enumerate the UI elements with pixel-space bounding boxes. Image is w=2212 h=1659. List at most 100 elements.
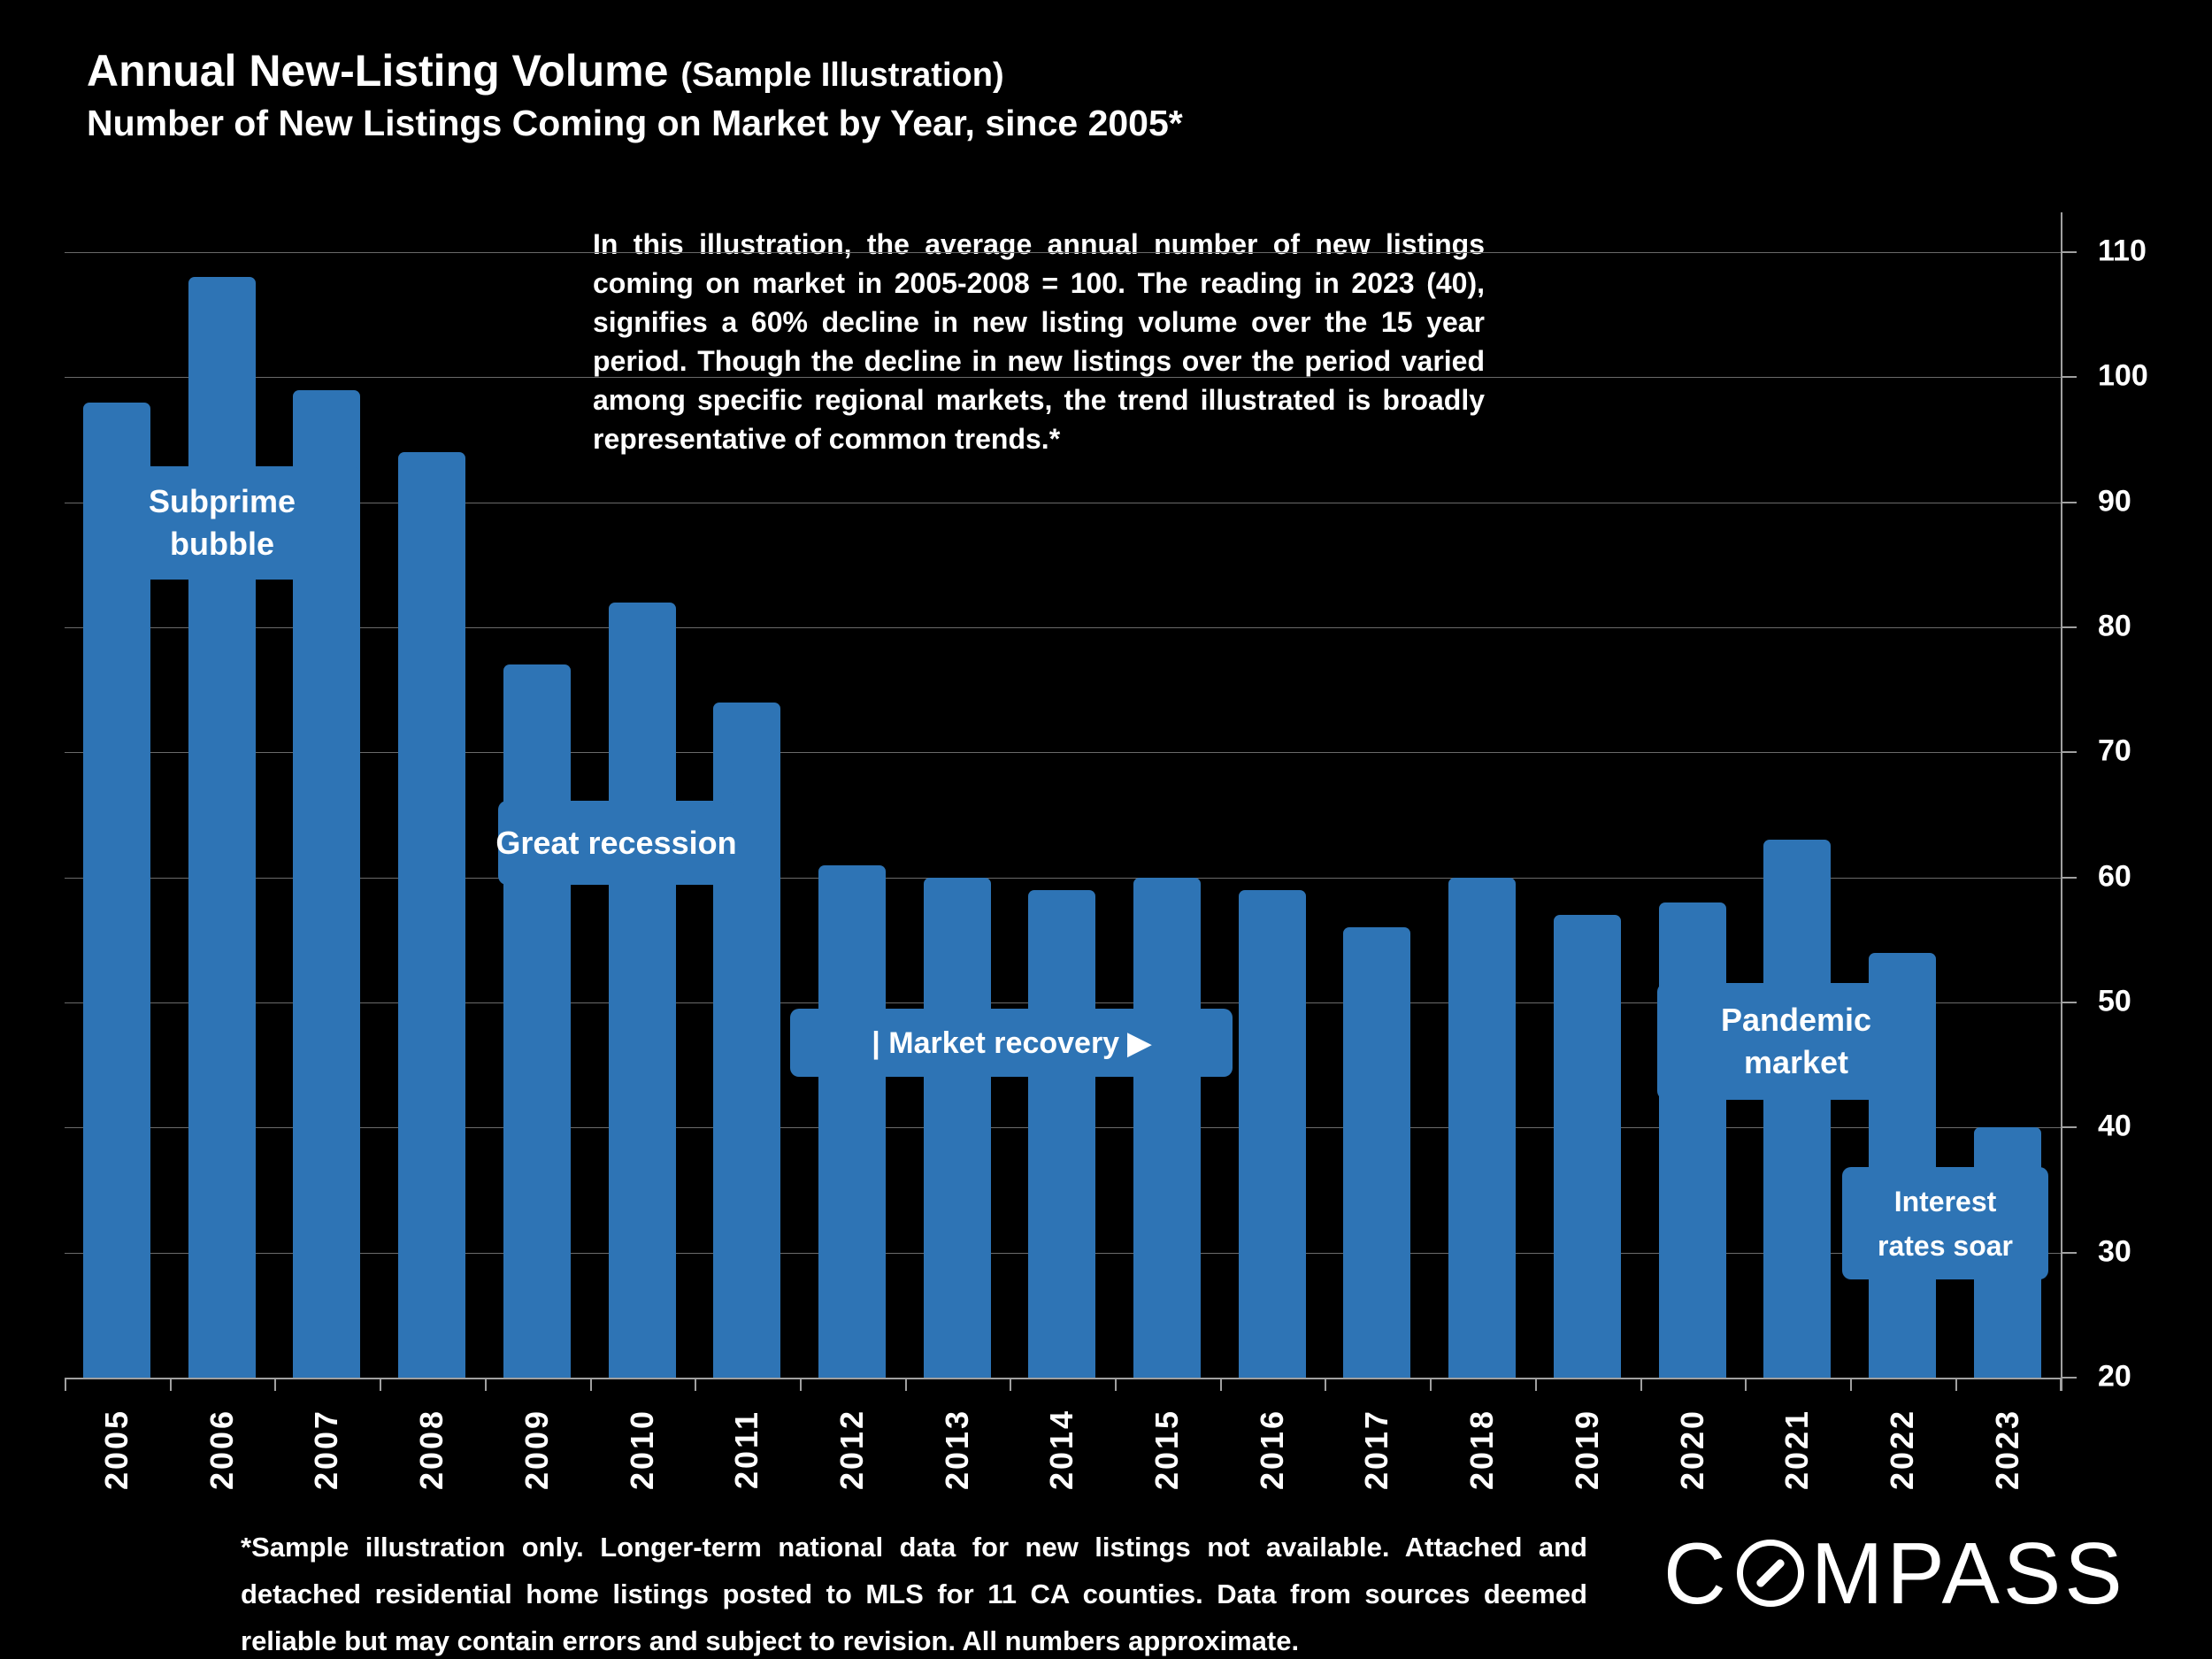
y-tick-110 [2061, 251, 2077, 254]
x-axis-label-2010: 2010 [623, 1408, 660, 1491]
x-axis-label-2011: 2011 [728, 1409, 765, 1490]
x-axis-label-2013: 2013 [938, 1408, 975, 1491]
logo-letters: MPASS [1810, 1525, 2126, 1622]
x-axis-label-2023: 2023 [1988, 1408, 2025, 1491]
annotation-text-interest: rates soar [1878, 1229, 2013, 1262]
y-axis-label-100: 100 [2098, 359, 2148, 394]
bar-2014 [1028, 889, 1096, 1378]
x-tick-10 [1115, 1378, 1117, 1391]
bar-2012 [818, 864, 886, 1378]
x-tick-12 [1325, 1378, 1327, 1391]
compass-needle-icon [1755, 1557, 1786, 1589]
x-tick-13 [1430, 1378, 1432, 1391]
x-tick-9 [1010, 1378, 1012, 1391]
annotation-text-pandemic: Pandemic [1720, 1002, 1872, 1038]
x-axis-label-2022: 2022 [1883, 1408, 1920, 1491]
y-tick-30 [2061, 1251, 2077, 1254]
x-axis-label-2020: 2020 [1673, 1408, 1710, 1491]
x-tick-0 [65, 1378, 66, 1391]
gridline-100 [65, 377, 2061, 379]
gridline-60 [65, 877, 2061, 879]
bar-2008 [398, 452, 466, 1378]
y-tick-20 [2061, 1377, 2077, 1379]
x-axis-label-2012: 2012 [833, 1408, 870, 1491]
title-main: Annual New-Listing Volume [87, 46, 669, 96]
x-axis-label-2016: 2016 [1253, 1408, 1290, 1491]
y-tick-90 [2061, 501, 2077, 503]
y-axis-label-30: 30 [2098, 1234, 2131, 1269]
x-tick-7 [799, 1378, 802, 1391]
y-axis-label-90: 90 [2098, 484, 2131, 518]
y-axis-label-70: 70 [2098, 734, 2131, 769]
y-tick-100 [2061, 376, 2077, 379]
y-axis-label-50: 50 [2098, 984, 2131, 1018]
title-note: (Sample Illustration) [680, 57, 1004, 94]
x-tick-19 [2060, 1378, 2062, 1391]
y-tick-60 [2061, 876, 2077, 879]
page-title: Annual New-Listing Volume (Sample Illust… [87, 46, 1183, 97]
y-axis-line [2061, 212, 2062, 1391]
x-axis-label-2019: 2019 [1568, 1408, 1605, 1491]
bar-2016 [1238, 889, 1306, 1378]
page-subtitle: Number of New Listings Coming on Market … [87, 102, 1183, 143]
x-axis-line [65, 1378, 2062, 1379]
annotation-text-pandemic: market [1743, 1044, 1849, 1080]
x-tick-5 [589, 1378, 592, 1391]
x-axis-label-2018: 2018 [1463, 1408, 1501, 1491]
compass-o-icon [1736, 1540, 1804, 1607]
gridline-70 [65, 752, 2061, 754]
y-tick-80 [2061, 626, 2077, 629]
x-axis-label-2005: 2005 [98, 1408, 134, 1491]
annotation-band-recession: Great recession [495, 801, 737, 885]
y-axis-label-60: 60 [2098, 859, 2131, 894]
y-axis-label-110: 110 [2098, 234, 2147, 268]
x-tick-18 [1955, 1378, 1957, 1391]
x-tick-1 [169, 1378, 172, 1391]
y-tick-50 [2061, 1002, 2077, 1004]
y-axis-label-40: 40 [2098, 1110, 2131, 1144]
annotation-text-recovery: | Market recovery ▶ [872, 1025, 1151, 1060]
bar-2013 [923, 877, 991, 1378]
bar-2017 [1343, 927, 1411, 1378]
x-axis-label-2015: 2015 [1148, 1408, 1185, 1491]
annotation-text-subprime: Subprime [148, 483, 296, 519]
bar-2018 [1448, 877, 1517, 1378]
y-axis-label-20: 20 [2098, 1359, 2131, 1394]
bar-2009 [503, 664, 571, 1378]
annotation-band-pandemic: Pandemic market [1657, 983, 1935, 1100]
annotation-band-recovery: | Market recovery ▶ [790, 1009, 1233, 1077]
x-axis-label-2017: 2017 [1358, 1408, 1395, 1491]
x-axis-label-2008: 2008 [413, 1408, 450, 1491]
x-tick-8 [904, 1378, 907, 1391]
x-axis-label-2007: 2007 [308, 1408, 345, 1491]
annotation-text-recession: Great recession [495, 824, 737, 861]
annotation-band-subprime: Subprime bubble [84, 466, 360, 580]
bar-2006 [188, 277, 256, 1378]
x-tick-14 [1534, 1378, 1537, 1391]
annotation-text-subprime: bubble [170, 526, 274, 562]
annotation-text-interest: Interest [1893, 1185, 1997, 1217]
x-axis-label-2014: 2014 [1043, 1408, 1080, 1491]
bar-2019 [1553, 915, 1621, 1378]
x-tick-17 [1849, 1378, 1852, 1391]
x-tick-4 [484, 1378, 487, 1391]
footnote-text: *Sample illustration only. Longer-term n… [241, 1532, 1587, 1656]
bar-2010 [608, 602, 676, 1378]
bar-2015 [1133, 877, 1201, 1378]
gridline-110 [65, 252, 2061, 254]
x-axis-label-2009: 2009 [518, 1408, 555, 1491]
x-tick-16 [1745, 1378, 1747, 1391]
x-tick-6 [695, 1378, 697, 1391]
y-tick-70 [2061, 751, 2077, 754]
header: Annual New-Listing Volume (Sample Illust… [87, 46, 1183, 144]
x-tick-2 [274, 1378, 277, 1391]
commentary-text: In this illustration, the average annual… [593, 228, 1485, 455]
x-tick-11 [1219, 1378, 1222, 1391]
logo-letters: C [1663, 1525, 1730, 1622]
compass-logo: C MPASS [1663, 1525, 2126, 1622]
y-axis-label-80: 80 [2098, 609, 2131, 643]
bar-2020 [1658, 902, 1726, 1378]
x-axis-label-2021: 2021 [1778, 1408, 1816, 1491]
y-tick-40 [2061, 1126, 2077, 1129]
